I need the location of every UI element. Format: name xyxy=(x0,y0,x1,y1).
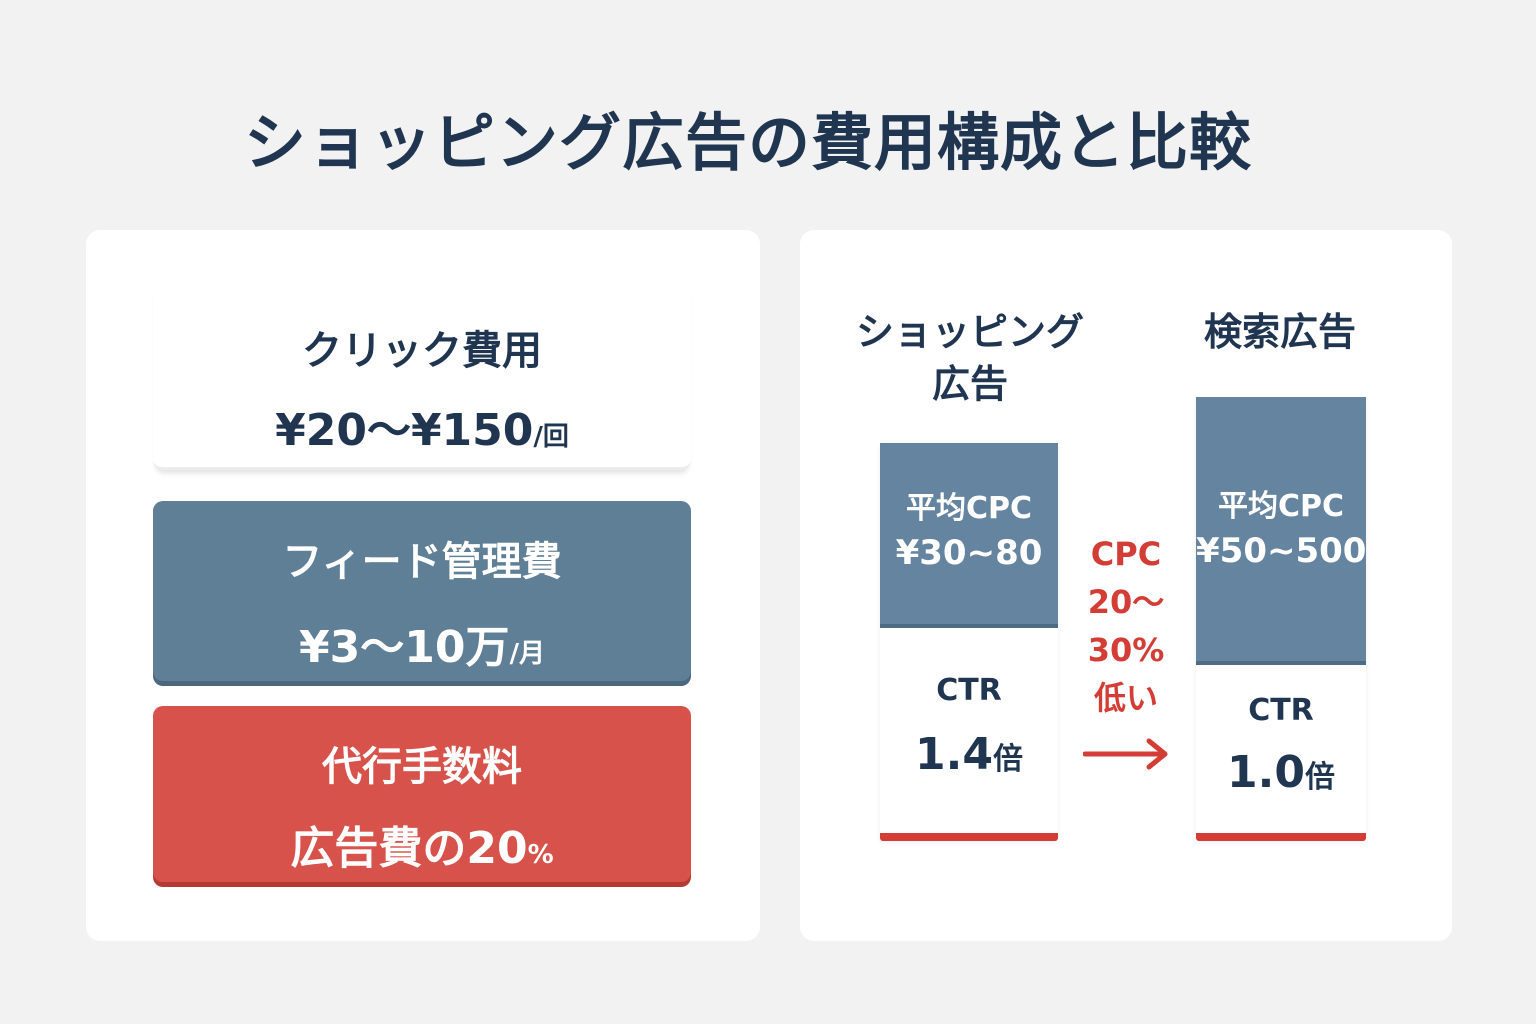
search-ctr-label: CTR xyxy=(1248,693,1314,728)
cost-structure-panel: クリック費用 ¥20〜¥150/回 フィード管理費 ¥3〜10万/月 代行手数料… xyxy=(86,230,760,941)
click-cost-label: クリック費用 xyxy=(302,328,542,374)
shopping-ctr-number: 1.4 xyxy=(915,729,993,780)
search-ctr-number: 1.0 xyxy=(1227,747,1305,798)
feed-management-label: フィード管理費 xyxy=(282,539,562,585)
shopping-ctr-unit: 倍 xyxy=(992,742,1023,777)
shopping-ads-heading-line2: 広告 xyxy=(931,362,1008,406)
feed-management-value: ¥3〜10万/月 xyxy=(153,611,691,675)
click-cost-value: ¥20〜¥150/回 xyxy=(153,394,691,458)
page-title: ショッピング広告の費用構成と比較 xyxy=(243,106,1252,179)
cpc-difference-line1: CPC xyxy=(1090,535,1162,573)
shopping-ctr-value: 1.4倍 xyxy=(880,729,1058,780)
cpc-difference-line3: 30% xyxy=(1087,631,1165,669)
shopping-column-base-line xyxy=(880,833,1058,841)
feed-management-unit: /月 xyxy=(509,639,545,669)
agency-fee-amount: 広告費の20 xyxy=(290,823,528,874)
cpc-difference-line4: 低い xyxy=(1093,679,1158,717)
search-cpc-label: 平均CPC xyxy=(1217,489,1345,524)
comparison-panel: ショッピング 広告 検索広告 平均CPC ¥30~80 CTR 1.4倍 CPC… xyxy=(800,230,1452,941)
shopping-cpc-label: 平均CPC xyxy=(905,491,1033,526)
shopping-cpc-value: ¥30~80 xyxy=(895,533,1043,573)
search-ctr-value: 1.0倍 xyxy=(1196,747,1366,798)
search-cpc-value: ¥50~500 xyxy=(1196,531,1367,571)
search-cpc-block: 平均CPC ¥50~500 xyxy=(1196,397,1366,665)
cpc-difference-note: CPC 20〜 30% 低い xyxy=(1066,530,1186,722)
search-ads-heading: 検索広告 xyxy=(1203,310,1356,354)
right-arrow-icon xyxy=(1083,738,1168,770)
click-cost-amount: ¥20〜¥150 xyxy=(275,405,534,456)
agency-fee-card: 代行手数料 広告費の20% xyxy=(153,706,691,882)
cpc-difference-line2: 20〜 xyxy=(1087,583,1165,621)
agency-fee-unit: % xyxy=(527,840,554,870)
feed-management-card: フィード管理費 ¥3〜10万/月 xyxy=(153,501,691,681)
search-ads-column: 平均CPC ¥50~500 CTR 1.0倍 xyxy=(1196,397,1366,841)
shopping-cpc-block: 平均CPC ¥30~80 xyxy=(880,443,1058,628)
shopping-ads-heading: ショッピング 広告 xyxy=(840,306,1100,410)
shopping-ctr-label: CTR xyxy=(936,673,1002,708)
shopping-ads-heading-line1: ショッピング xyxy=(855,310,1084,354)
agency-fee-value: 広告費の20% xyxy=(153,812,691,876)
agency-fee-label: 代行手数料 xyxy=(322,744,522,790)
click-cost-unit: /回 xyxy=(533,422,569,452)
shopping-ads-column: 平均CPC ¥30~80 CTR 1.4倍 xyxy=(880,443,1058,841)
search-column-base-line xyxy=(1196,833,1366,841)
click-cost-card: クリック費用 ¥20〜¥150/回 xyxy=(153,284,691,470)
search-ctr-unit: 倍 xyxy=(1304,760,1335,795)
feed-management-amount: ¥3〜10万 xyxy=(299,622,510,673)
